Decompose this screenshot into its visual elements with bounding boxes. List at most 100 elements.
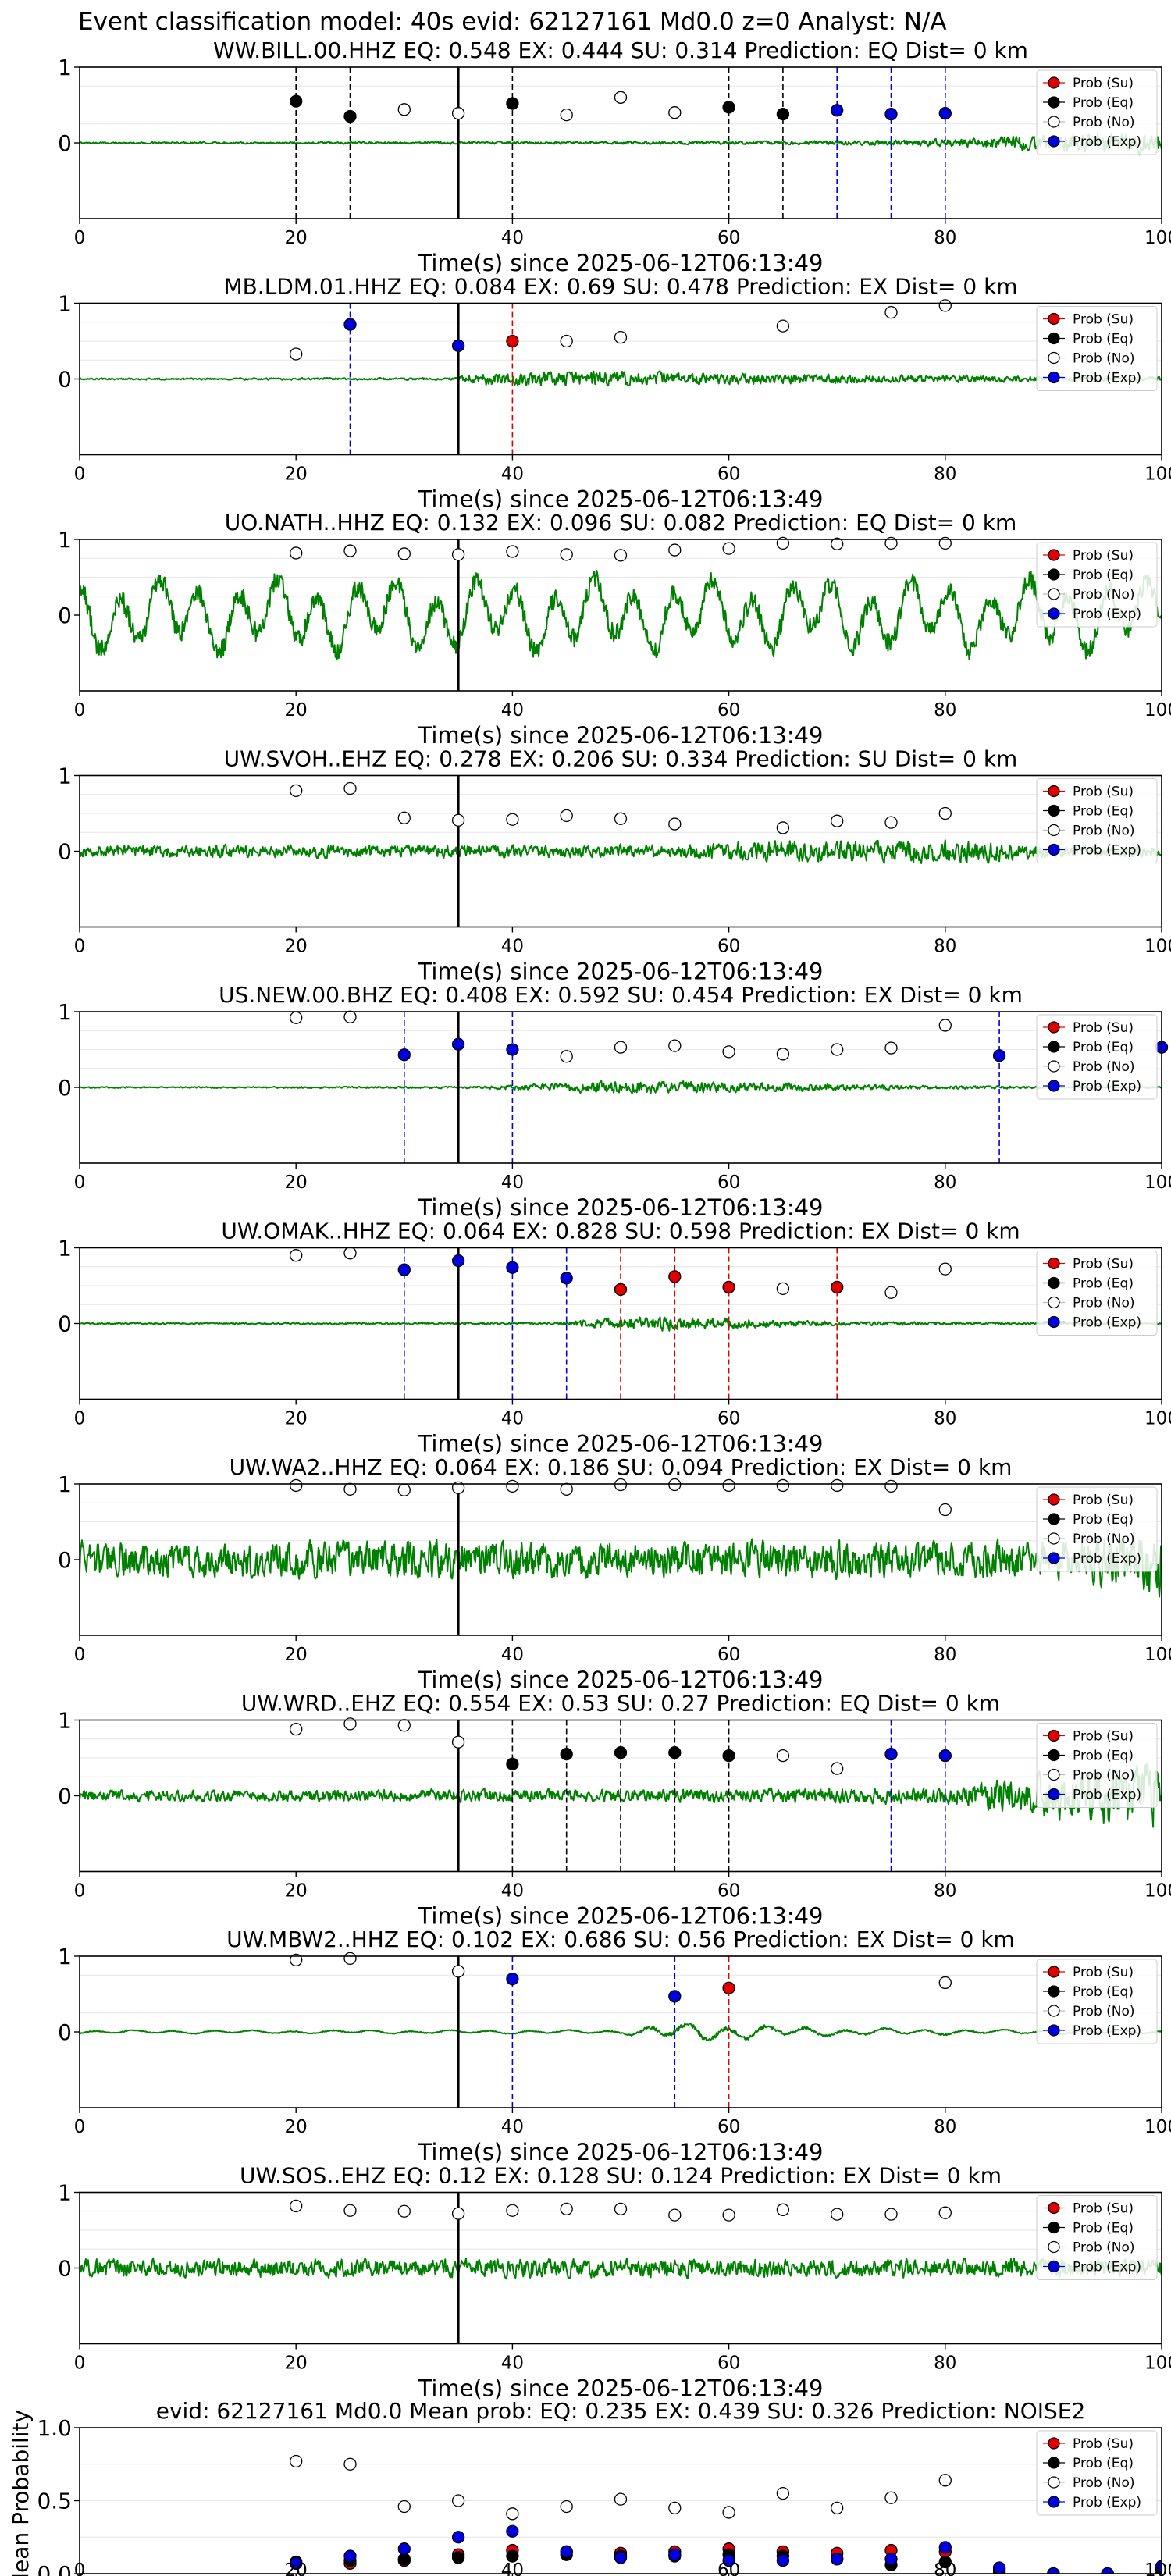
legend-label: Prob (No) (1073, 1059, 1135, 1075)
prob-marker-no (831, 537, 844, 550)
legend-marker-su (1048, 549, 1060, 561)
legend-label: Prob (No) (1073, 1532, 1135, 1547)
prob-marker-no (668, 1039, 682, 1052)
x-tick-label: 60 (717, 2354, 740, 2374)
prob-marker-exp (397, 1263, 411, 1276)
prob-marker-no (506, 545, 519, 558)
x-tick-label: 100 (1144, 2117, 1171, 2137)
waveform-trace (80, 839, 1162, 864)
legend-label: Prob (Su) (1073, 76, 1134, 91)
legend-label: Prob (Eq) (1073, 2221, 1134, 2236)
legend-label: Prob (Exp) (1073, 2023, 1141, 2039)
legend-box (1036, 1014, 1158, 1100)
prob-marker-exp (992, 1049, 1006, 1062)
x-tick-label: 80 (934, 1881, 956, 1902)
prob-marker-no (451, 2207, 465, 2220)
waveform-trace (80, 133, 1162, 156)
prob-marker-no (614, 330, 628, 344)
prob-marker-no (614, 812, 628, 825)
legend-marker-eq (1048, 1041, 1060, 1053)
prob-marker-no (831, 1043, 844, 1056)
plot-area (80, 570, 1162, 660)
subplot-2: MB.LDM.01.HHZ EQ: 0.084 EX: 0.69 SU: 0.4… (58, 274, 1171, 513)
prob-marker-no (397, 2204, 411, 2218)
x-tick-label: 40 (501, 1172, 524, 1193)
prob-marker-exp (938, 1749, 952, 1763)
prob-marker-no (560, 548, 573, 561)
legend-marker-eq (1048, 1276, 1060, 1290)
prob-marker-no (560, 334, 573, 348)
plot-area (80, 1956, 1162, 2108)
legend-label: Prob (No) (1073, 2004, 1135, 2019)
y-tick-label: 0 (58, 1075, 72, 1101)
panels-container: WW.BILL.00.HHZ EQ: 0.548 EX: 0.444 SU: 0… (8, 37, 1171, 2576)
mean-prob-marker-eq (451, 2551, 465, 2564)
prob-marker-exp (506, 1972, 519, 1986)
mean-prob-marker-no (884, 2491, 898, 2504)
legend-label: Prob (No) (1073, 587, 1135, 603)
x-axis-label: Time(s) since 2025-06-12T06:13:49 (418, 1194, 824, 1221)
y-tick-label: 0 (58, 603, 72, 628)
legend-label: Prob (No) (1073, 115, 1135, 130)
x-tick-label: 80 (934, 937, 956, 957)
x-tick-label: 100 (1144, 2354, 1171, 2374)
prob-marker-no (343, 1247, 357, 1260)
mean-prob-marker-no (506, 2507, 519, 2521)
x-tick-label: 0 (74, 937, 86, 957)
prob-marker-eq (722, 101, 735, 114)
prob-marker-no (343, 544, 357, 557)
legend-marker-exp (1048, 1315, 1060, 1329)
prob-marker-exp (560, 1272, 573, 1285)
legend: Prob (Su) Prob (Eq) Prob (No) Prob (Exp) (1036, 2430, 1158, 2516)
subplot-8: UW.WRD..EHZ EQ: 0.554 EX: 0.53 SU: 0.27 … (58, 1691, 1171, 1930)
x-tick-label: 20 (285, 228, 308, 248)
prob-marker-no (614, 1478, 628, 1492)
prob-marker-no (290, 784, 303, 798)
y-tick-label: 1 (58, 1708, 72, 1734)
legend-marker-su (1048, 1729, 1060, 1742)
prob-marker-eq (776, 107, 790, 121)
x-tick-label: 0 (74, 1645, 86, 1665)
x-tick-label: 20 (285, 700, 308, 720)
x-tick-label: 60 (717, 464, 740, 485)
prob-marker-no (451, 1481, 465, 1494)
prob-marker-no (343, 1717, 357, 1731)
mean-prob-marker-no (668, 2501, 682, 2515)
legend-marker-eq (1048, 2221, 1060, 2234)
legend-label: Prob (Su) (1073, 1493, 1134, 1508)
y-tick-label: 1 (58, 1236, 72, 1261)
y-tick-label: 1 (58, 291, 72, 317)
mean-prob-marker-no (938, 2474, 952, 2487)
prob-marker-no (831, 1478, 844, 1493)
x-tick-label: 60 (717, 1172, 740, 1193)
prob-marker-no (343, 2204, 357, 2217)
prob-marker-no (290, 1249, 303, 1262)
legend-marker-su (1048, 2201, 1060, 2215)
legend-marker-eq (1048, 804, 1060, 817)
legend: Prob (Su) Prob (Eq) Prob (No) Prob (Exp) (1036, 1723, 1158, 1808)
prob-marker-no (397, 1483, 411, 1496)
legend-label: Prob (Su) (1073, 1729, 1134, 1745)
x-tick-label: 60 (717, 700, 740, 720)
prob-marker-no (560, 809, 573, 823)
legend-marker-eq (1048, 332, 1060, 345)
waveform-trace (80, 2257, 1162, 2280)
legend-box (1036, 1723, 1158, 1808)
mean-prob-marker-no (560, 2500, 573, 2514)
legend-marker-su (1048, 1257, 1060, 1270)
legend-marker-su (1048, 312, 1060, 326)
x-tick-label: 60 (717, 2560, 740, 2576)
y-tick-label: 1 (58, 2180, 72, 2206)
mean-prob-marker-exp (1155, 2560, 1162, 2573)
waveform-trace (80, 570, 1162, 660)
x-tick-label: 40 (501, 937, 524, 957)
prob-marker-no (290, 347, 303, 361)
plot-area (80, 1720, 1162, 1872)
y-tick-label: 1.0 (37, 2415, 72, 2441)
prob-marker-su (506, 334, 519, 348)
x-tick-label: 0 (74, 1881, 86, 1902)
mean-prob-marker-exp (560, 2545, 573, 2559)
legend-label: Prob (No) (1073, 1768, 1135, 1784)
prob-marker-no (938, 1976, 952, 1990)
